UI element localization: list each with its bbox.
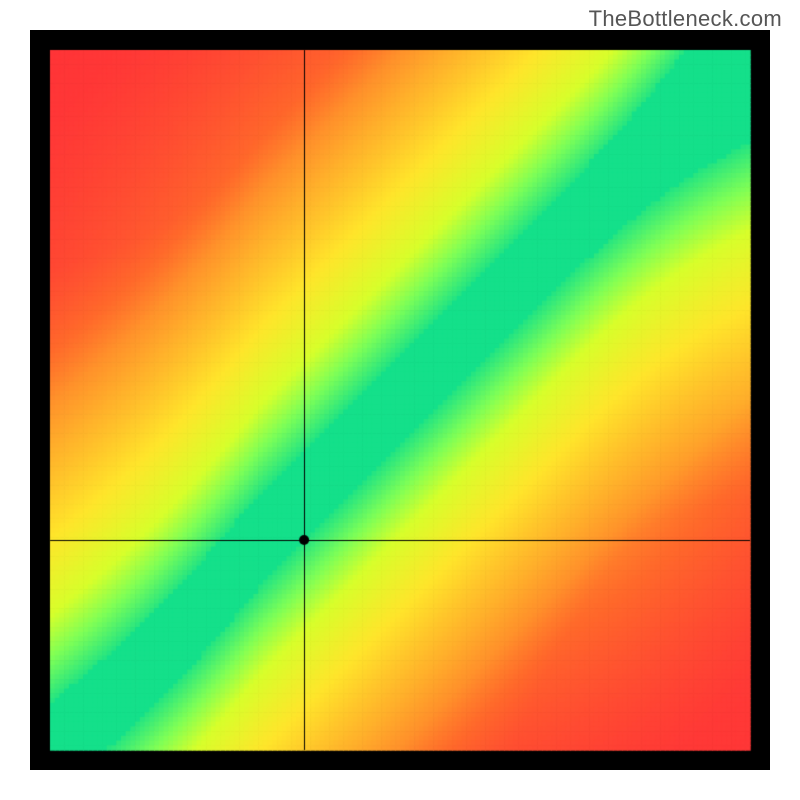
plot-frame xyxy=(30,30,770,770)
watermark-text: TheBottleneck.com xyxy=(589,6,782,32)
figure-container: TheBottleneck.com xyxy=(0,0,800,800)
crosshair-overlay xyxy=(30,30,770,770)
